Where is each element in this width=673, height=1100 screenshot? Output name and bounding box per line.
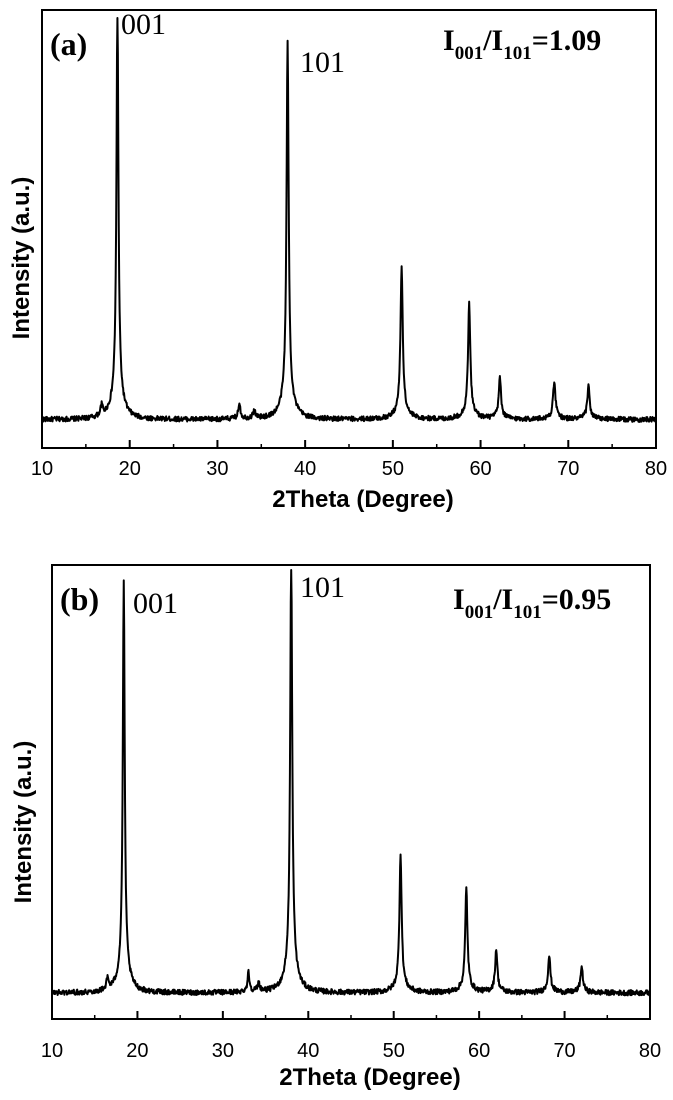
panel-a-x-tick-label: 60 [469,458,491,480]
ratio-b-i1: I [453,583,465,616]
ratio-b-sub1: 001 [465,602,494,623]
panel-a-x-tick-label: 10 [31,458,53,480]
panel-b-label: (b) [60,581,99,617]
panel-a-label: (a) [50,26,87,62]
panel-b-x-tick-label: 50 [383,1040,405,1062]
ratio-b-mid: /I [492,583,513,616]
panel-a-x-tick-labels: 10 20 30 40 50 60 70 80 [31,458,667,480]
ratio-a-i1: I [443,24,455,57]
panel-b-x-tick-label: 10 [41,1040,63,1062]
panel-b-series-line [51,569,651,997]
panel-b-x-tick-label: 80 [639,1040,661,1062]
panel-b-peak-001-label: 001 [133,587,178,620]
ratio-a-sub2: 101 [503,43,532,64]
panel-a-x-ticks [41,440,657,448]
panel-a-peak-001-label: 001 [121,8,166,41]
ratio-a-value: =1.09 [532,24,602,57]
panel-b-x-tick-label: 40 [297,1040,319,1062]
panel-b-x-tick-label: 60 [468,1040,490,1062]
panel-a-x-tick-label: 80 [645,458,667,480]
panel-b-peak-101-label: 101 [300,571,345,604]
panel-a-x-tick-label: 30 [206,458,228,480]
panel-a-frame [41,9,657,449]
panel-a-intensity-ratio: I001/I101=1.09 [443,24,601,64]
panel-a-x-tick-label: 50 [382,458,404,480]
panel-b-frame [51,564,651,1020]
panel-b-x-tick-label: 70 [553,1040,575,1062]
panel-b-x-tick-labels: 10 20 30 40 50 60 70 80 [41,1040,661,1062]
panel-b-y-axis-title: Intensity (a.u.) [10,741,37,904]
panel-a-x-tick-label: 70 [557,458,579,480]
panel-a-peak-101-label: 101 [300,46,345,79]
ratio-b-sub2: 101 [513,602,542,623]
panel-a: 10 20 30 40 50 60 70 80 (a) 001 101 I001/I101=1… [8,8,667,513]
ratio-a-sub1: 001 [455,43,484,64]
ratio-a-mid: /I [482,24,503,57]
panel-a-x-tick-label: 20 [119,458,141,480]
panel-a-x-axis-title: 2Theta (Degree) [272,486,453,513]
panel-b-x-axis-title: 2Theta (Degree) [279,1064,460,1091]
panel-b-x-ticks [51,1011,651,1019]
panel-a-y-axis-title: Intensity (a.u.) [8,177,35,340]
panel-a-x-tick-label: 40 [294,458,316,480]
panel-b-intensity-ratio: I001/I101=0.95 [453,583,611,623]
panel-b-x-tick-label: 30 [212,1040,234,1062]
panel-b-x-tick-label: 20 [126,1040,148,1062]
panel-a-series-line [41,17,657,423]
ratio-b-value: =0.95 [542,583,612,616]
panel-b: 10 20 30 40 50 60 70 80 (b) 001 101 I001/I101=0… [10,564,661,1091]
